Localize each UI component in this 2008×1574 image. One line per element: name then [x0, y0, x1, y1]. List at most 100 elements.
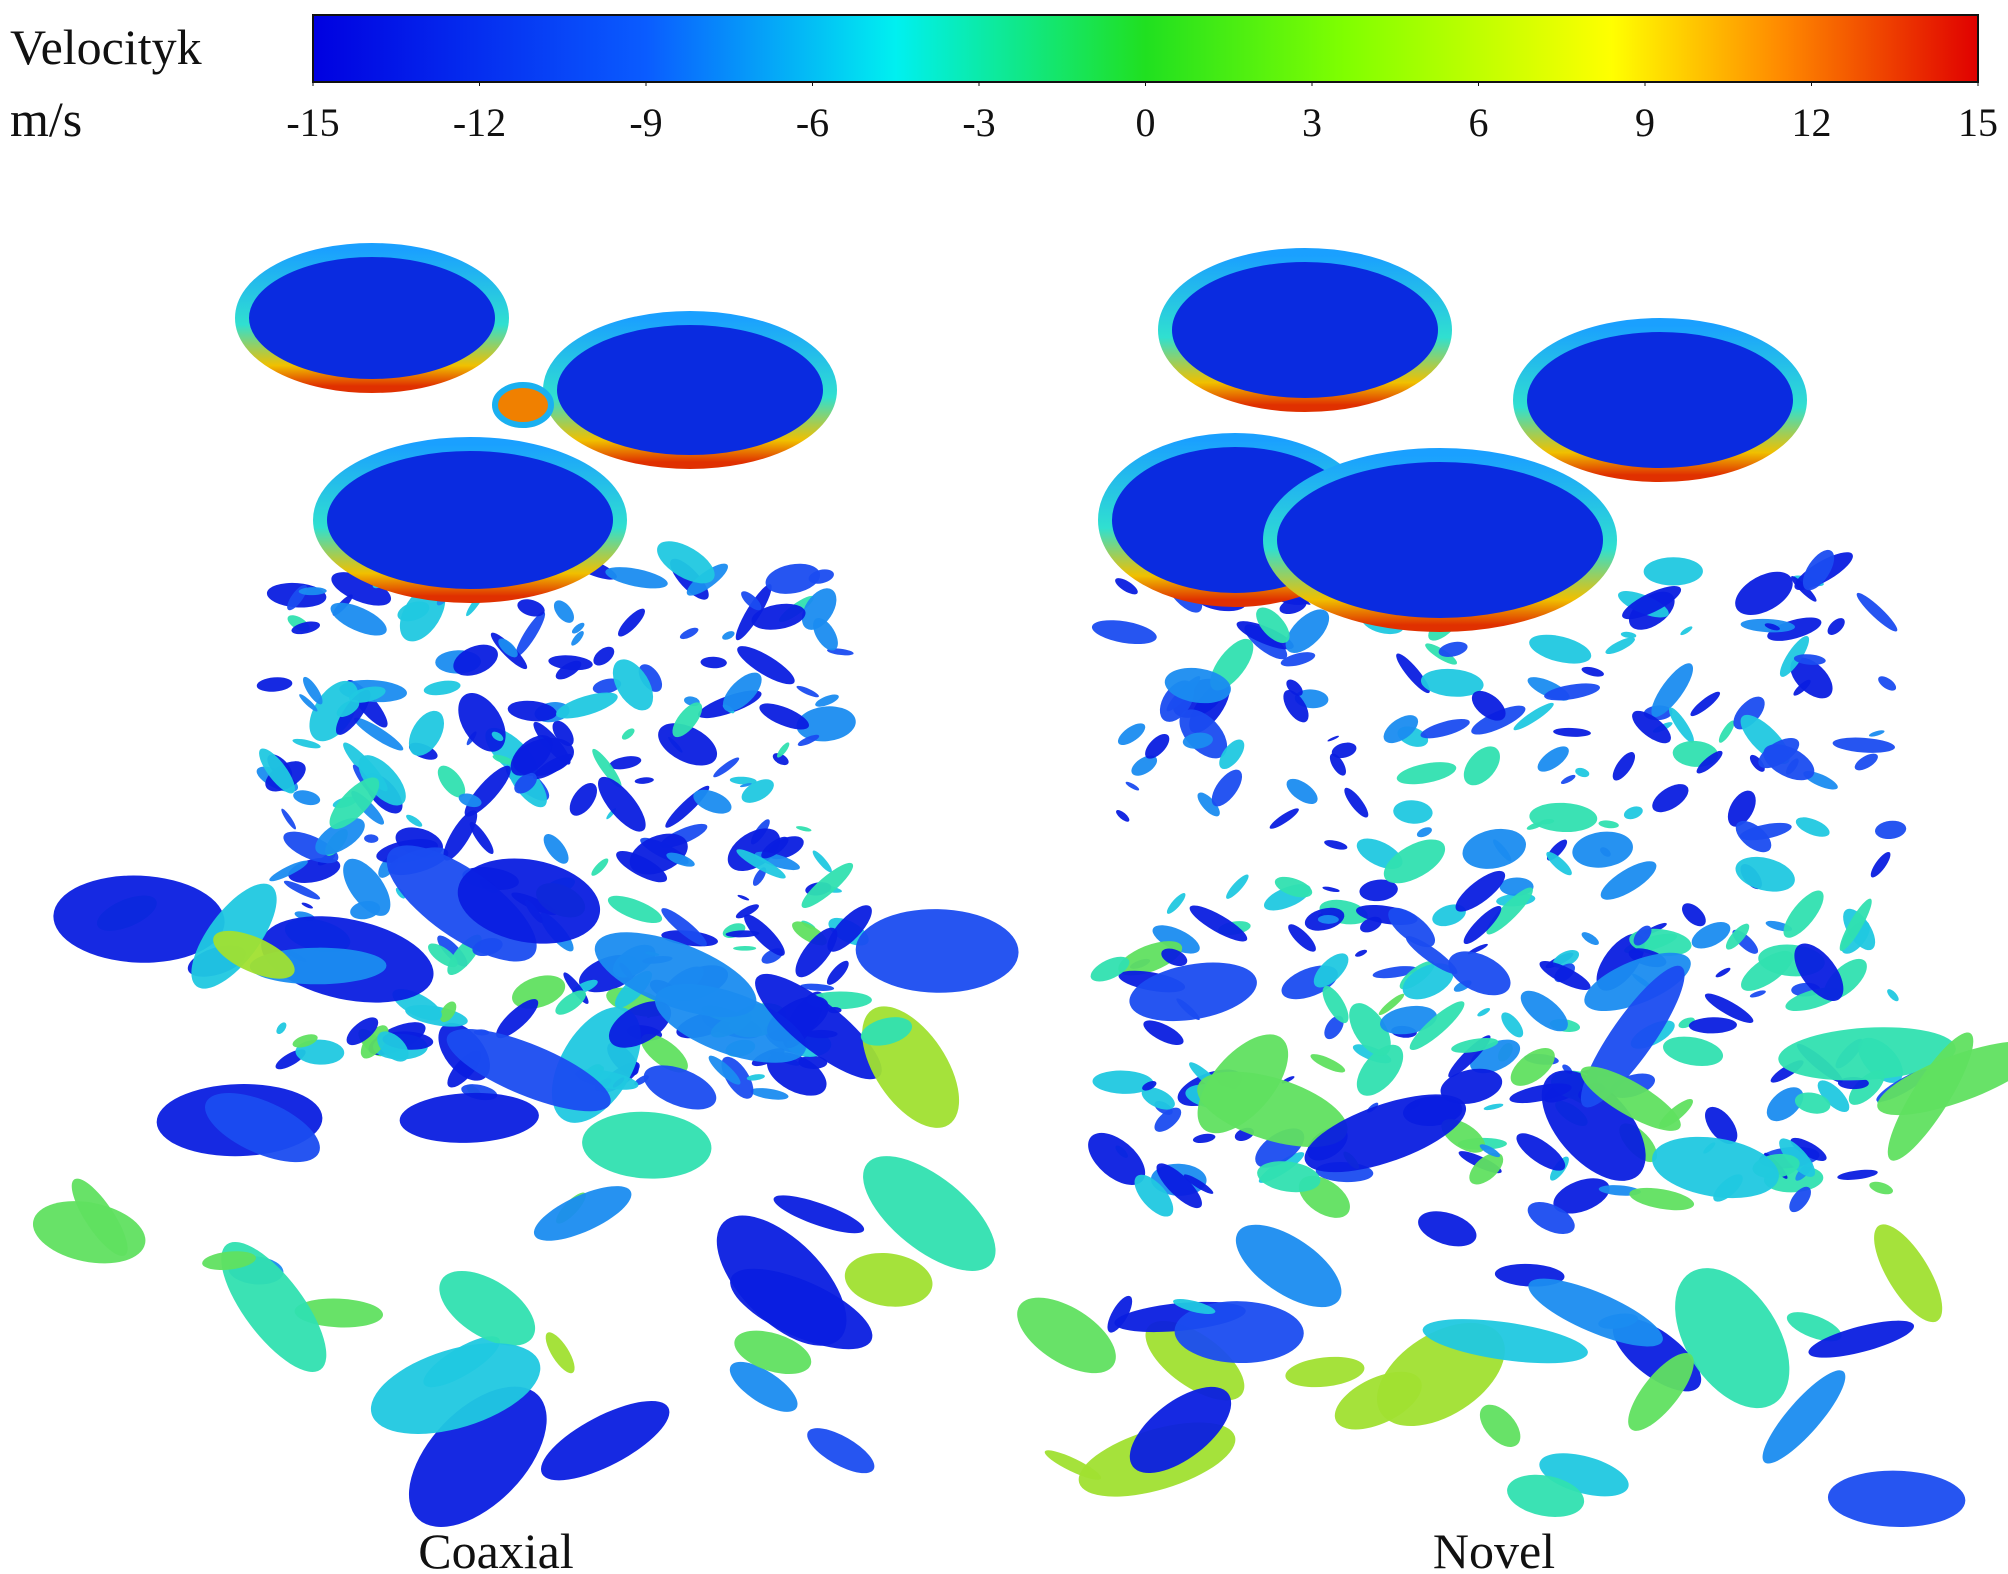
- vortex-blob: [666, 852, 695, 867]
- vortex-blob: [1090, 956, 1130, 982]
- vortex-blob: [540, 1400, 670, 1481]
- vortex-blob: [349, 686, 386, 703]
- vortex-blob: [1688, 1017, 1737, 1034]
- vortex-blob: [634, 777, 654, 784]
- vortex-blob: [1735, 820, 1772, 853]
- vortex-blob: [1463, 905, 1502, 945]
- vortex-blob: [1479, 1404, 1521, 1447]
- vortex-blob: [1735, 571, 1793, 615]
- vortex-blob: [1197, 792, 1220, 817]
- vortex-blob: [1675, 1268, 1790, 1409]
- vortex-blob: [1584, 952, 1691, 1012]
- vortex-blob: [640, 1033, 688, 1073]
- vortex-blob: [796, 685, 819, 698]
- vortex-blob: [661, 908, 707, 947]
- vortex-blob: [498, 638, 518, 658]
- vortex-blob: [1887, 989, 1899, 1002]
- vortex-blob: [1520, 990, 1568, 1032]
- vortex-blob: [283, 831, 339, 864]
- vortex-blob: [1129, 962, 1257, 1022]
- vortex-blob: [1539, 960, 1591, 990]
- vortex-blob: [1142, 1081, 1157, 1091]
- vortex-blob: [533, 1186, 632, 1241]
- vortex-blob: [292, 1034, 318, 1048]
- vortex-blob: [1313, 953, 1349, 988]
- vortex-blob: [796, 706, 856, 742]
- rotor-ring: [1158, 248, 1452, 412]
- vortex-blob: [1875, 820, 1907, 840]
- vortex-blob: [548, 655, 593, 671]
- vortex-blob: [276, 1022, 287, 1035]
- vortex-blob: [708, 1055, 741, 1085]
- vortex-blob: [1598, 820, 1619, 829]
- vortex-blob: [1469, 1152, 1504, 1185]
- vortex-blob: [358, 755, 406, 806]
- tick-label: -9: [629, 100, 662, 145]
- vortex-blob: [592, 748, 622, 788]
- vortex-blob: [1173, 1298, 1216, 1315]
- vortex-blob: [1552, 950, 1580, 968]
- vortex-blob: [336, 699, 360, 717]
- vortex-blob: [293, 790, 321, 806]
- vortex-blob: [1869, 1181, 1894, 1195]
- vortex-blob: [1779, 635, 1810, 677]
- vortex-blob: [807, 1428, 875, 1474]
- vortex-blob: [1794, 1092, 1831, 1114]
- vortex-blob: [736, 849, 786, 879]
- vortex-blob: [292, 738, 321, 749]
- colorbar-unit: m/s: [10, 91, 82, 147]
- vortex-blob: [679, 627, 699, 640]
- vortex-blob: [408, 1386, 547, 1528]
- panel-label: Coaxial: [418, 1523, 574, 1574]
- vortex-blob: [269, 860, 308, 882]
- vortex-blob: [1349, 1003, 1391, 1056]
- vortex-blob: [1749, 990, 1766, 998]
- tick-label: 12: [1792, 100, 1832, 145]
- vortex-blob: [725, 930, 760, 938]
- vortex-blob: [612, 659, 654, 711]
- vortex-blob: [795, 927, 838, 978]
- vortex-blob: [1580, 1066, 1681, 1131]
- vortex-blob: [1877, 1041, 2008, 1116]
- vortex-blob: [1164, 667, 1231, 704]
- vortex-blob: [801, 862, 854, 908]
- vortex-blob: [1827, 618, 1845, 635]
- vortex-blob: [464, 765, 511, 817]
- vortex-blob: [1546, 851, 1572, 876]
- vortex-blob: [510, 735, 553, 776]
- vortex-blob: [1211, 769, 1243, 807]
- vortex-blob: [1451, 1037, 1499, 1053]
- vortex-blob: [221, 1241, 327, 1372]
- vortex-blob: [1763, 744, 1815, 781]
- vortex-blob: [571, 622, 585, 634]
- vortex-blob: [1143, 1020, 1184, 1046]
- vortex-blob: [1183, 1174, 1214, 1194]
- vortex-blob: [303, 676, 323, 705]
- vortex-blob: [1174, 1301, 1304, 1364]
- vortex-blob: [1651, 663, 1694, 717]
- vortex-blob: [1516, 1133, 1566, 1171]
- vortex-blob: [713, 757, 740, 778]
- vortex-blob: [672, 702, 703, 738]
- vortex-blob: [1388, 907, 1436, 948]
- vortex-blob: [283, 880, 321, 900]
- vortex-blob: [1541, 1070, 1646, 1181]
- vortex-blob: [1197, 1071, 1348, 1147]
- vortex-blob: [1017, 1297, 1116, 1374]
- hub: [492, 382, 554, 428]
- vortex-blob: [737, 646, 795, 685]
- vortex-blob: [1182, 732, 1213, 749]
- vortex-blob: [1725, 923, 1750, 950]
- vortex-blob: [202, 1251, 256, 1270]
- vortex-blob: [1344, 787, 1369, 818]
- vortex-blob: [729, 776, 757, 785]
- vortex-blob: [1854, 753, 1878, 771]
- vortex-blob: [1620, 631, 1637, 639]
- rotor-ring: [235, 243, 509, 393]
- vortex-blob: [1629, 1187, 1695, 1211]
- vortex-blob: [408, 710, 445, 756]
- vortex-blob: [1219, 739, 1245, 770]
- vortex-blob: [1681, 903, 1706, 927]
- tick-label: 9: [1635, 100, 1655, 145]
- vortex-blob: [1652, 784, 1689, 813]
